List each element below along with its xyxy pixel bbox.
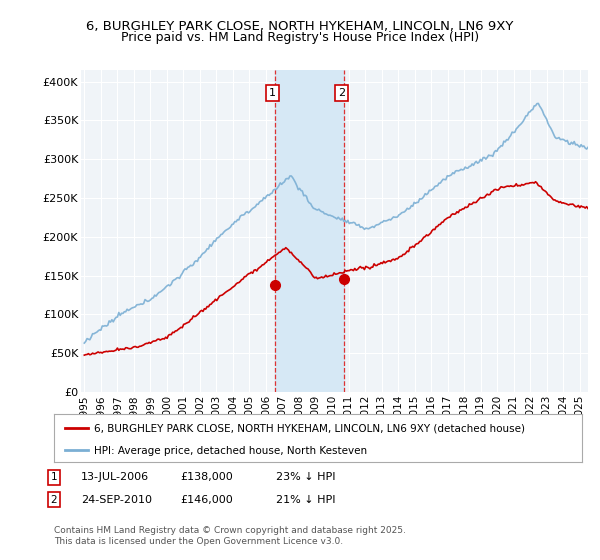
Text: 2: 2 (50, 494, 58, 505)
Text: 1: 1 (50, 472, 58, 482)
Text: 21% ↓ HPI: 21% ↓ HPI (276, 494, 335, 505)
Text: 6, BURGHLEY PARK CLOSE, NORTH HYKEHAM, LINCOLN, LN6 9XY: 6, BURGHLEY PARK CLOSE, NORTH HYKEHAM, L… (86, 20, 514, 32)
Text: £138,000: £138,000 (180, 472, 233, 482)
Text: 13-JUL-2006: 13-JUL-2006 (81, 472, 149, 482)
Text: 24-SEP-2010: 24-SEP-2010 (81, 494, 152, 505)
Text: Price paid vs. HM Land Registry's House Price Index (HPI): Price paid vs. HM Land Registry's House … (121, 31, 479, 44)
Text: 1: 1 (269, 88, 276, 98)
Text: 2: 2 (338, 88, 345, 98)
Text: Contains HM Land Registry data © Crown copyright and database right 2025.
This d: Contains HM Land Registry data © Crown c… (54, 526, 406, 546)
Text: £146,000: £146,000 (180, 494, 233, 505)
Text: 6, BURGHLEY PARK CLOSE, NORTH HYKEHAM, LINCOLN, LN6 9XY (detached house): 6, BURGHLEY PARK CLOSE, NORTH HYKEHAM, L… (94, 424, 524, 433)
Text: 23% ↓ HPI: 23% ↓ HPI (276, 472, 335, 482)
Text: HPI: Average price, detached house, North Kesteven: HPI: Average price, detached house, Nort… (94, 446, 367, 456)
Bar (275, 70, 344, 392)
